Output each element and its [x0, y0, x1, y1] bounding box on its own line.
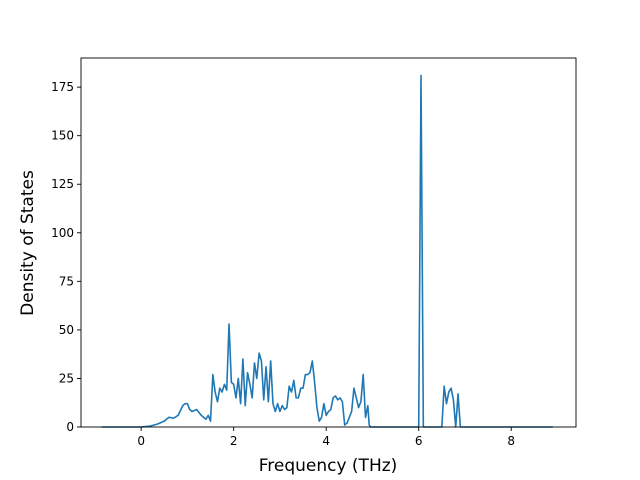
x-axis-label: Frequency (THz) [259, 456, 398, 476]
x-axis-ticks: 0 2 4 6 8 [137, 427, 515, 448]
y-tick-label: 150 [51, 129, 74, 143]
x-tick-label: 0 [137, 434, 145, 448]
y-tick-label: 50 [59, 323, 74, 337]
y-tick-label: 25 [59, 371, 74, 385]
y-axis-ticks: 0 25 50 75 100 125 150 175 [51, 80, 81, 434]
y-tick-label: 0 [66, 420, 74, 434]
x-tick-label: 6 [415, 434, 423, 448]
plot-area [80, 57, 577, 428]
x-tick-label: 8 [507, 434, 515, 448]
y-axis-label: Density of States [18, 170, 38, 316]
y-tick-label: 125 [51, 177, 74, 191]
x-tick-label: 2 [230, 434, 238, 448]
y-tick-label: 175 [51, 80, 74, 94]
y-tick-label: 75 [59, 274, 74, 288]
axes-frame [80, 57, 577, 428]
x-tick-label: 4 [322, 434, 330, 448]
y-tick-label: 100 [51, 226, 74, 240]
